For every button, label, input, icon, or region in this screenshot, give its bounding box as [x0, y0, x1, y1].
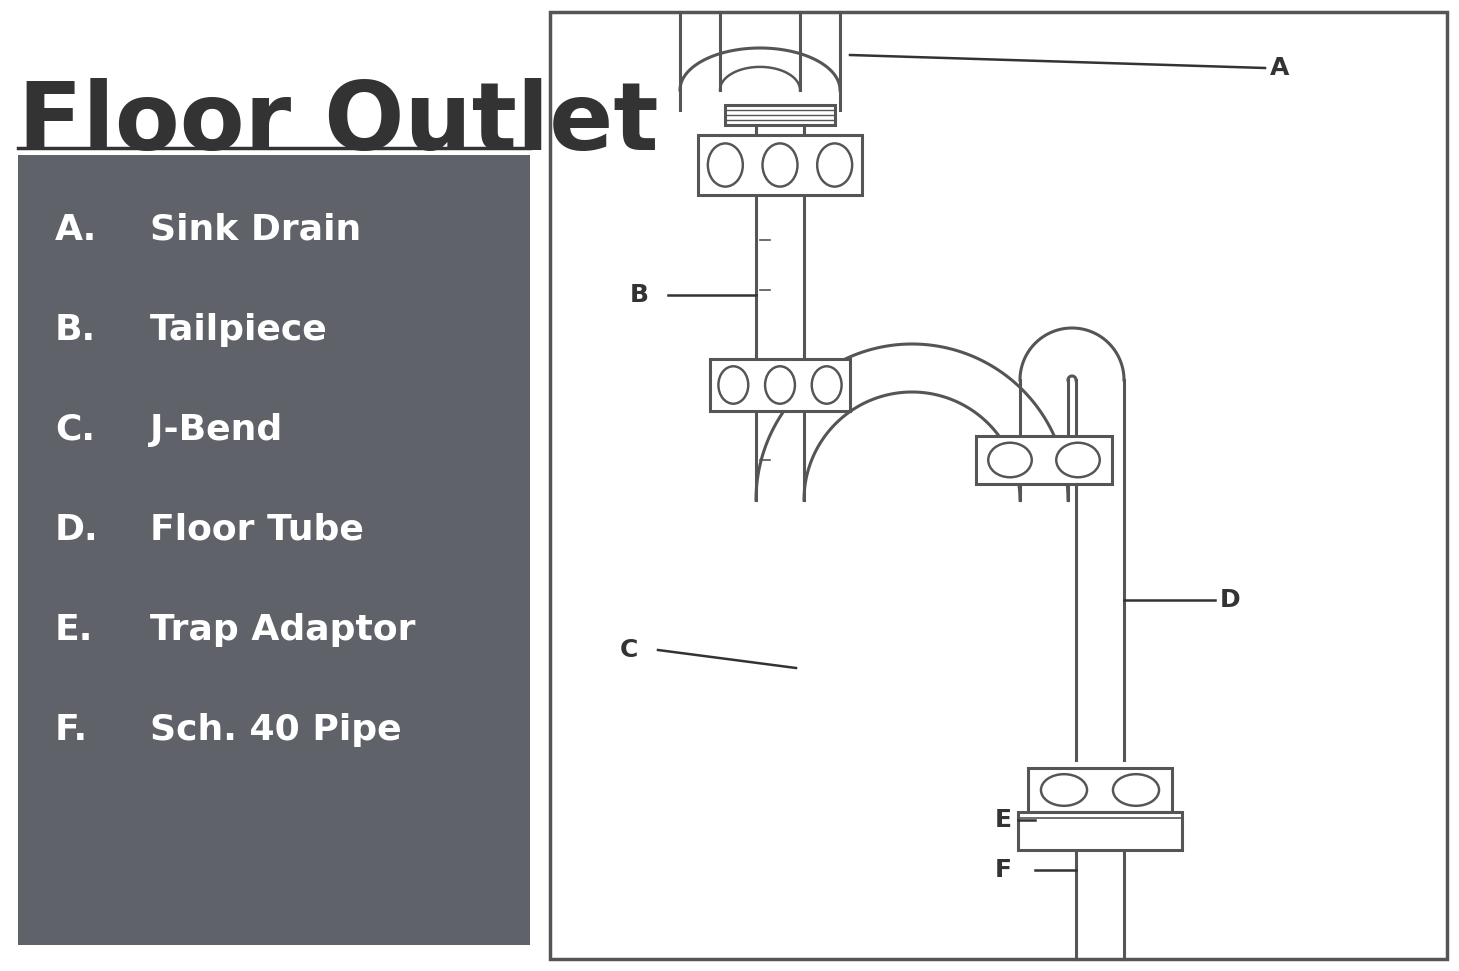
Bar [976, 436, 1112, 484]
Text: Sink Drain: Sink Drain [150, 213, 362, 247]
Text: C: C [620, 638, 639, 662]
Ellipse shape [1056, 443, 1100, 478]
Ellipse shape [763, 144, 798, 186]
Ellipse shape [811, 366, 842, 404]
Text: D: D [1220, 588, 1240, 612]
Text: C.: C. [55, 413, 95, 447]
Text: F.: F. [55, 713, 88, 747]
Text: A.: A. [55, 213, 98, 247]
Bar [18, 155, 530, 945]
Text: D.: D. [55, 513, 99, 547]
Text: Tailpiece: Tailpiece [150, 313, 328, 347]
Ellipse shape [1113, 774, 1158, 806]
Text: J-Bend: J-Bend [150, 413, 282, 447]
Ellipse shape [718, 366, 748, 404]
Bar [550, 12, 1447, 959]
Text: E.: E. [55, 613, 93, 647]
Bar [697, 135, 862, 195]
Bar [1029, 768, 1172, 812]
Text: Floor Tube: Floor Tube [150, 513, 363, 547]
Bar [1018, 812, 1182, 850]
Ellipse shape [988, 443, 1032, 478]
Text: F: F [995, 858, 1013, 882]
Text: Trap Adaptor: Trap Adaptor [150, 613, 416, 647]
Text: E: E [995, 808, 1013, 832]
Ellipse shape [817, 144, 852, 186]
Text: Sch. 40 Pipe: Sch. 40 Pipe [150, 713, 401, 747]
Ellipse shape [1040, 774, 1087, 806]
Bar [725, 105, 835, 125]
Ellipse shape [708, 144, 743, 186]
Bar [711, 359, 851, 411]
Text: A: A [1269, 56, 1290, 80]
Text: B: B [630, 283, 649, 307]
Ellipse shape [765, 366, 795, 404]
Text: Floor Outlet: Floor Outlet [18, 78, 658, 170]
Text: B.: B. [55, 313, 96, 347]
